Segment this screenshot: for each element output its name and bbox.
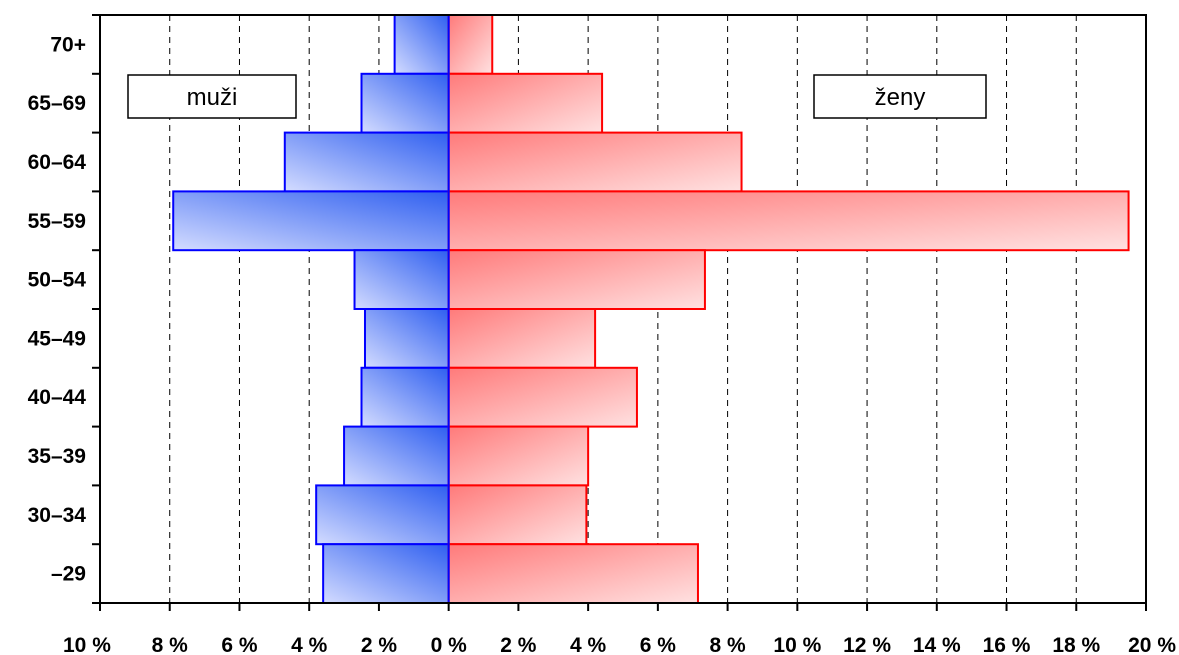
- bar-zeny: [447, 366, 638, 428]
- x-tick-label: 0 %: [431, 634, 468, 655]
- category-label: –29: [51, 563, 86, 586]
- x-tick-label: 14 %: [913, 634, 961, 655]
- bar-zeny: [447, 484, 588, 546]
- category-label: 70+: [50, 33, 86, 56]
- x-tick-label: 18 %: [1052, 634, 1100, 655]
- bar-muzi: [393, 14, 450, 75]
- x-tick-label: 12 %: [843, 634, 891, 655]
- x-tick-label: 8 %: [710, 634, 747, 655]
- x-tick-label: 2 %: [361, 634, 398, 655]
- category-label: 60–64: [28, 151, 87, 174]
- x-tick-label: 8 %: [152, 634, 189, 655]
- category-label: 50–54: [28, 269, 87, 292]
- bars: [172, 14, 1130, 605]
- bar-muzi: [360, 366, 450, 428]
- bar-muzi: [315, 484, 450, 546]
- x-tick-label: 6 %: [640, 634, 677, 655]
- x-tick-label: 2 %: [500, 634, 537, 655]
- x-tick-label: 4 %: [291, 634, 328, 655]
- labels: 10 % 8 % 6 % 4 % 2 % 0 % 2 % 4 % 6 % 8 % 10 % 12 % 1…: [28, 33, 1177, 655]
- bar-muzi: [343, 425, 450, 487]
- bar-muzi: [363, 308, 450, 369]
- bar-zeny: [447, 543, 699, 605]
- legend: muži ženy: [127, 74, 987, 119]
- bar-zeny: [447, 131, 743, 193]
- x-tick-label: 16 %: [983, 634, 1031, 655]
- axes: [92, 14, 1147, 611]
- bar-zeny: [447, 308, 597, 369]
- bar-zeny: [447, 14, 494, 75]
- category-label: 35–39: [28, 445, 86, 468]
- legend-box-muzi: [127, 74, 297, 119]
- bar-zeny: [447, 190, 1130, 252]
- bar-muzi: [283, 131, 450, 193]
- x-tick-label: 10 %: [773, 634, 821, 655]
- category-label: 30–34: [28, 504, 87, 527]
- bar-muzi: [360, 72, 450, 134]
- legend-box-zeny: [813, 74, 987, 119]
- legend-label-zeny: ženy: [875, 84, 926, 111]
- x-tick-label: 10 %: [63, 634, 111, 655]
- x-tick-label: 20 %: [1128, 634, 1176, 655]
- category-label: 65–69: [28, 92, 86, 115]
- bar-zeny: [447, 72, 604, 134]
- bar-muzi: [322, 543, 450, 605]
- x-tick-label: 6 %: [221, 634, 258, 655]
- category-label: 55–59: [28, 210, 86, 233]
- category-label: 40–44: [28, 386, 87, 409]
- x-tick-label: 4 %: [570, 634, 607, 655]
- bar-zeny: [447, 425, 590, 487]
- bar-zeny: [447, 249, 706, 310]
- bar-muzi: [353, 249, 450, 310]
- category-label: 45–49: [28, 327, 86, 350]
- legend-label-muzi: muži: [187, 84, 238, 111]
- bar-muzi: [172, 190, 450, 252]
